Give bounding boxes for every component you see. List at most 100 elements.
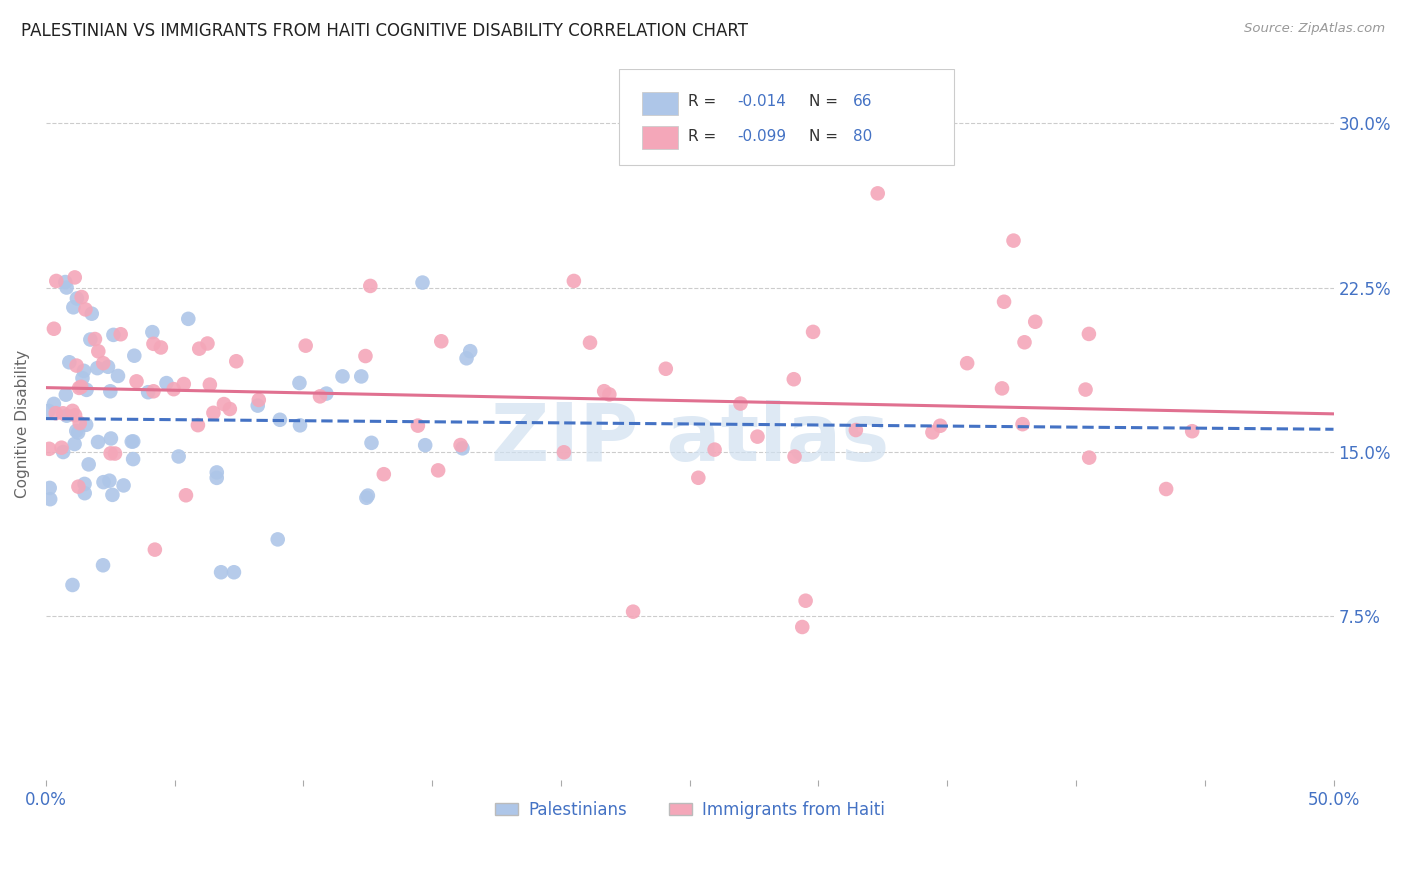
Point — [783, 450, 806, 464]
Point — [187, 418, 209, 433]
Point — [75, 417, 97, 432]
Point — [579, 335, 602, 350]
Point — [921, 425, 943, 440]
Point — [103, 327, 125, 342]
Point — [72, 371, 94, 385]
Legend: Palestinians, Immigrants from Haiti: Palestinians, Immigrants from Haiti — [488, 794, 891, 825]
Text: PALESTINIAN VS IMMIGRANTS FROM HAITI COGNITIVE DISABILITY CORRELATION CHART: PALESTINIAN VS IMMIGRANTS FROM HAITI COG… — [21, 22, 748, 40]
Point — [143, 542, 166, 557]
Point — [688, 471, 710, 485]
Point — [76, 383, 98, 397]
Point — [73, 486, 96, 500]
Point — [373, 467, 395, 482]
Point — [294, 339, 316, 353]
Point — [124, 349, 146, 363]
Point — [69, 416, 91, 430]
Point — [991, 381, 1014, 395]
Point — [451, 442, 474, 456]
Point — [58, 355, 80, 369]
Point — [562, 274, 585, 288]
Point — [167, 450, 190, 464]
Point — [359, 279, 381, 293]
Point — [288, 376, 311, 390]
FancyBboxPatch shape — [643, 92, 678, 115]
Point — [598, 387, 620, 401]
Point — [1002, 234, 1025, 248]
Text: -0.099: -0.099 — [737, 128, 786, 144]
Point — [98, 384, 121, 399]
Point — [356, 491, 378, 505]
Point — [75, 302, 97, 317]
Point — [269, 413, 291, 427]
Point — [222, 566, 245, 580]
Point — [163, 382, 186, 396]
Point — [205, 471, 228, 485]
Point — [197, 336, 219, 351]
Point — [430, 334, 453, 349]
Point — [136, 385, 159, 400]
Point — [267, 533, 290, 547]
Point — [39, 492, 62, 507]
Point — [104, 446, 127, 460]
Point — [621, 605, 644, 619]
Point — [360, 435, 382, 450]
Point — [225, 354, 247, 368]
Point — [73, 364, 96, 378]
Text: R =: R = — [689, 95, 721, 110]
Point — [42, 322, 65, 336]
Point — [62, 404, 84, 418]
Point — [209, 566, 232, 580]
Point — [315, 386, 337, 401]
Point — [1024, 315, 1046, 329]
Point — [655, 361, 678, 376]
Point — [100, 432, 122, 446]
Point — [45, 274, 67, 288]
Point — [87, 344, 110, 359]
Point — [125, 375, 148, 389]
Point — [142, 336, 165, 351]
Point — [212, 397, 235, 411]
Point — [141, 325, 163, 339]
Point — [62, 578, 84, 592]
Point — [1077, 326, 1099, 341]
Point — [427, 463, 450, 477]
FancyBboxPatch shape — [619, 69, 953, 165]
Text: Source: ZipAtlas.com: Source: ZipAtlas.com — [1244, 22, 1385, 36]
Point — [107, 368, 129, 383]
Point — [100, 446, 122, 460]
Text: -0.014: -0.014 — [737, 95, 786, 110]
Point — [1014, 335, 1036, 350]
Point — [553, 445, 575, 459]
Point — [93, 475, 115, 490]
Point — [67, 381, 90, 395]
Text: ZIP atlas: ZIP atlas — [491, 400, 889, 477]
Point — [730, 396, 752, 410]
Point — [406, 418, 429, 433]
Point — [845, 423, 868, 437]
Point — [354, 349, 377, 363]
Point — [198, 377, 221, 392]
Point — [155, 376, 177, 390]
Point — [177, 311, 200, 326]
Point — [149, 341, 172, 355]
Point — [794, 593, 817, 607]
Point — [42, 397, 65, 411]
Text: N =: N = — [810, 128, 844, 144]
Point — [45, 406, 67, 420]
Point — [110, 327, 132, 342]
Point — [783, 372, 806, 386]
Point — [458, 344, 481, 359]
Point — [65, 424, 87, 438]
Point — [66, 292, 89, 306]
Point — [350, 369, 373, 384]
Point — [218, 402, 240, 417]
Point — [91, 558, 114, 573]
Point — [80, 307, 103, 321]
Text: 66: 66 — [853, 95, 873, 110]
Text: R =: R = — [689, 128, 721, 144]
Point — [38, 404, 60, 418]
Point — [202, 406, 225, 420]
Point — [67, 425, 90, 440]
Point — [309, 389, 332, 403]
Point — [801, 325, 824, 339]
